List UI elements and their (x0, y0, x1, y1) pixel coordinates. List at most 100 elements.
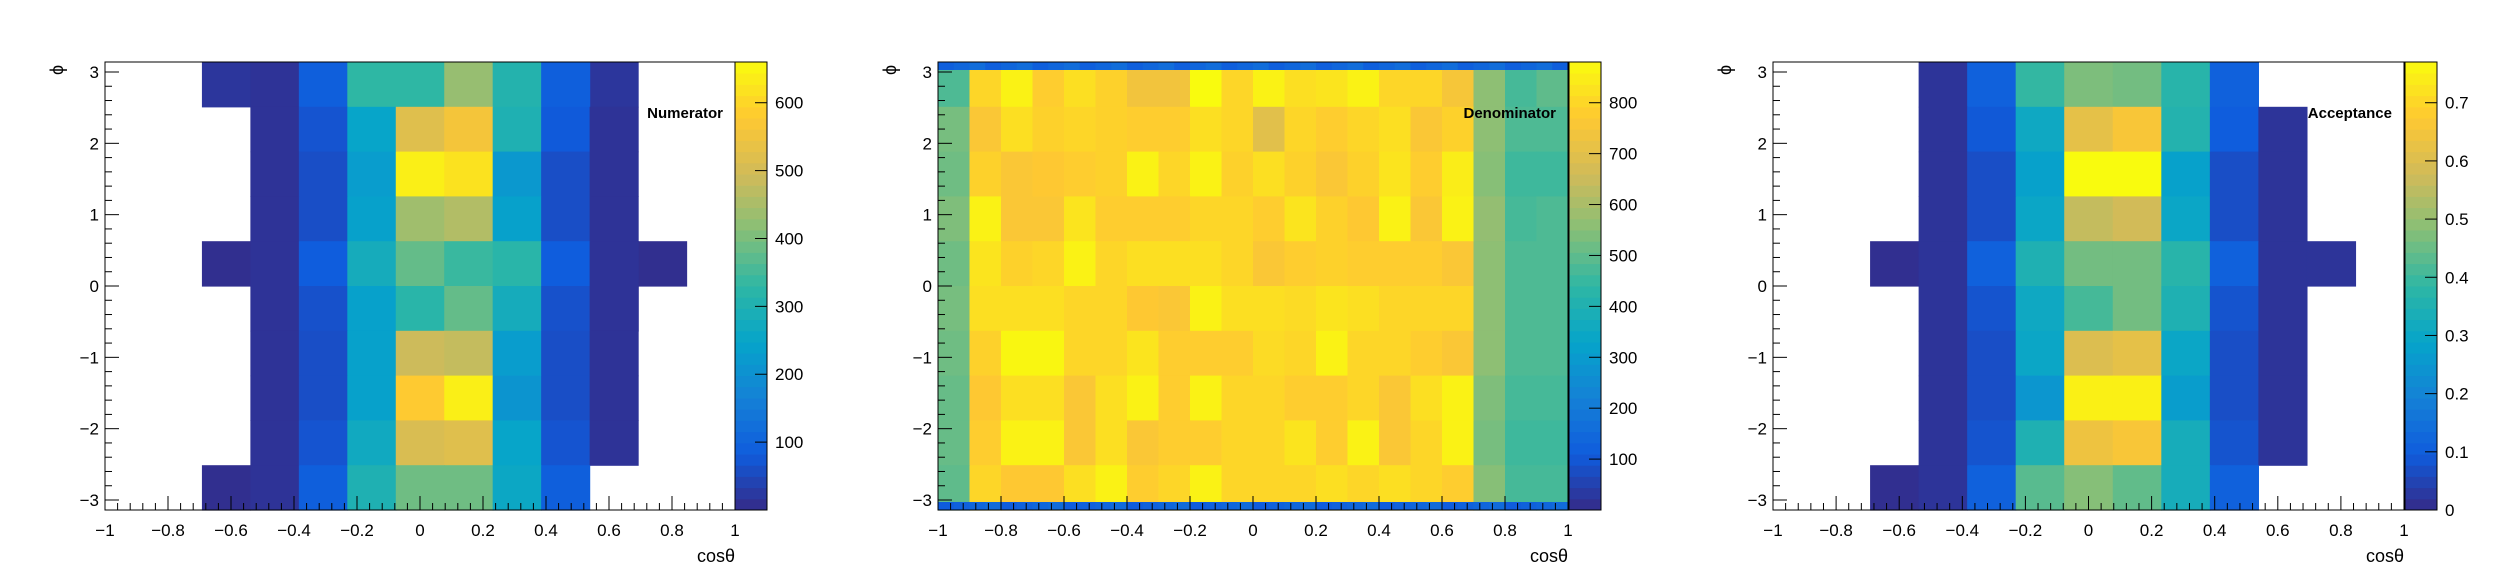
heatmap-cell (1221, 420, 1254, 466)
heatmap-cell (2209, 420, 2259, 466)
heatmap-cell (1221, 330, 1254, 377)
heatmap-cell (1347, 62, 1364, 70)
heatmap-cell (1918, 196, 1968, 242)
heatmap-cell (1918, 106, 1968, 153)
color-bar-segment (2405, 196, 2437, 209)
heatmap-cell (1536, 241, 1569, 287)
heatmap-cell (969, 502, 986, 510)
color-bar-segment (1569, 465, 1601, 477)
x-tick-label: 0.4 (534, 521, 558, 540)
heatmap-cell (1379, 420, 1412, 466)
color-bar-segment (735, 73, 767, 85)
heatmap-cell (2209, 196, 2259, 242)
color-bar-segment (735, 62, 767, 74)
x-tick-label: −0.8 (151, 521, 185, 540)
heatmap-cell (1410, 241, 1443, 287)
heatmap-cell (1284, 330, 1317, 377)
heatmap-cell-edge (201, 62, 251, 108)
heatmap-cell (1918, 62, 1968, 108)
heatmap-cell (1001, 286, 1034, 332)
heatmap-cell (2112, 62, 2162, 108)
color-bar: 100 200 300 400 500 600 700 800 (1568, 61, 1637, 511)
color-bar-segment (1569, 196, 1601, 209)
heatmap-cell (1505, 502, 1522, 510)
heatmap-cell (1379, 375, 1412, 421)
heatmap-cell (347, 241, 397, 287)
color-bar-segment (735, 308, 767, 321)
x-tick-label: 0.4 (2203, 521, 2227, 540)
heatmap-cell (347, 106, 397, 153)
x-tick-label: 0.6 (597, 521, 621, 540)
heatmap-cell (1442, 502, 1459, 510)
color-bar-segment (735, 442, 767, 455)
heatmap-cell (2161, 375, 2211, 421)
heatmap-cell (1079, 62, 1096, 70)
heatmap-cell (444, 330, 494, 377)
color-bar-segment (1569, 263, 1601, 276)
heatmap-cell (1347, 196, 1380, 242)
heatmap-cell (1064, 62, 1081, 70)
heatmap-cell (1158, 286, 1191, 332)
x-tick-label: 0.8 (660, 521, 684, 540)
heatmap-cell (1190, 241, 1223, 287)
heatmap-cell (1363, 62, 1380, 70)
heatmap-cell (1967, 241, 2017, 287)
heatmap-cell (1473, 420, 1506, 466)
x-tick-label: −0.6 (1047, 521, 1081, 540)
color-bar-segment (2405, 487, 2437, 500)
heatmap-cell (2112, 375, 2162, 421)
heatmap-cell (2161, 196, 2211, 242)
color-bar-segment (2405, 62, 2437, 74)
heatmap-cell (1347, 286, 1380, 332)
heatmap-cell (953, 62, 970, 70)
heatmap-cell (1410, 375, 1443, 421)
heatmap-cell (395, 420, 445, 466)
heatmap-cell (2015, 151, 2065, 197)
heatmap-cell (1253, 241, 1286, 287)
color-bar-segment (735, 297, 767, 309)
heatmap-cell (1918, 375, 1968, 421)
heatmap-cell (1221, 375, 1254, 421)
heatmap-cell (395, 330, 445, 377)
heatmap-cell (969, 196, 1002, 242)
heatmap-cell (1064, 106, 1097, 153)
heatmap-cell (1284, 502, 1301, 510)
heatmap-cell (1205, 62, 1222, 70)
heatmap-cell (1095, 106, 1128, 153)
heatmap-cell (347, 196, 397, 242)
color-bar-segment (1569, 454, 1601, 466)
heatmap-cell (541, 106, 591, 153)
heatmap-cell (298, 286, 348, 332)
heatmap-cell (2112, 330, 2162, 377)
color-bar-tick-label: 0.4 (2445, 268, 2469, 287)
color-bar-segment (1569, 431, 1601, 444)
x-tick-label: 0.2 (471, 521, 495, 540)
heatmap-cell (250, 151, 300, 197)
heatmap-cell (1379, 62, 1396, 70)
heatmap-cell (1967, 286, 2017, 332)
heatmap-cell (1442, 241, 1475, 287)
color-bar-segment (2405, 263, 2437, 276)
color-bar-segment (735, 218, 767, 231)
color-bar-segment (735, 353, 767, 365)
heatmap-cell (298, 106, 348, 153)
color-bar-segment (1569, 442, 1601, 455)
heatmap-cell (395, 375, 445, 421)
heatmap-cell (541, 151, 591, 197)
heatmap-cell (2112, 106, 2162, 153)
x-tick-label: 1 (730, 521, 739, 540)
heatmap-cell (1095, 286, 1128, 332)
heatmap-cell (1095, 62, 1112, 70)
heatmap-cell (969, 241, 1002, 287)
heatmap-cell (1158, 420, 1191, 466)
heatmap-cell (444, 465, 494, 511)
color-bar-segment (735, 162, 767, 175)
x-axis-label: cosθ (1530, 546, 1568, 566)
x-tick-label: −0.8 (1819, 521, 1853, 540)
heatmap-cell (1127, 62, 1144, 70)
heatmap-cell (1032, 151, 1065, 197)
heatmap-cell (1473, 151, 1506, 197)
heatmap-cell (1473, 241, 1506, 287)
x-tick-label: 0.4 (1367, 521, 1391, 540)
heatmap-cell (938, 286, 971, 332)
